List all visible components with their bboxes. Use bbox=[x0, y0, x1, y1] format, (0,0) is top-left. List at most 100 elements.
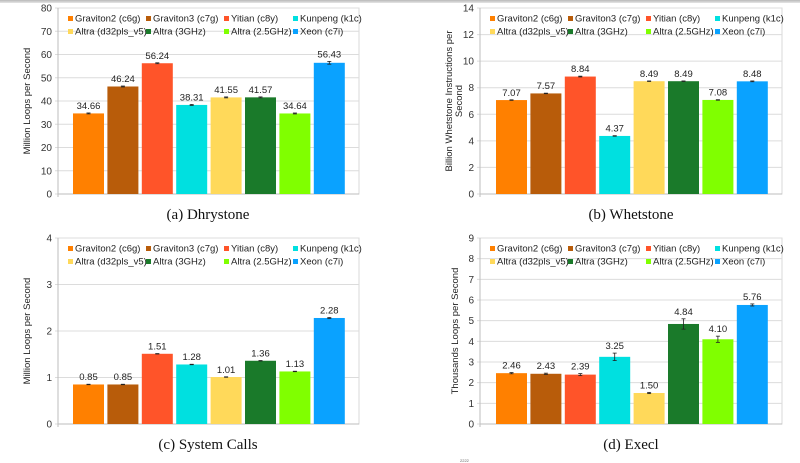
data-label: 0.85 bbox=[79, 372, 98, 383]
y-tick-label: 0 bbox=[46, 190, 52, 201]
legend-swatch bbox=[715, 259, 720, 264]
legend-swatch bbox=[146, 16, 151, 21]
y-tick-label: 1 bbox=[46, 373, 52, 384]
y-tick-label: 6 bbox=[468, 296, 474, 307]
legend-label: Graviton3 (c7g) bbox=[575, 14, 640, 25]
legend-label: Yitian (c8y) bbox=[653, 244, 700, 255]
bar bbox=[633, 81, 665, 194]
y-axis-label: Second bbox=[454, 85, 465, 117]
y-tick-label: 30 bbox=[41, 120, 53, 131]
bar bbox=[564, 76, 596, 194]
y-tick-label: 10 bbox=[41, 166, 53, 177]
bar bbox=[564, 374, 596, 424]
y-axis-label: Billion Whetstone Instructions per bbox=[444, 31, 455, 172]
bar bbox=[668, 81, 699, 194]
y-tick-label: 40 bbox=[41, 97, 53, 108]
data-label: 56.24 bbox=[145, 51, 169, 62]
legend-swatch bbox=[68, 16, 73, 21]
legend-label: Kunpeng (k1c) bbox=[300, 244, 362, 255]
bar bbox=[73, 113, 104, 194]
legend-swatch bbox=[224, 246, 229, 251]
legend-label: Xeon (c7i) bbox=[722, 27, 765, 38]
legend-swatch bbox=[646, 16, 651, 21]
legend-swatch bbox=[490, 259, 495, 264]
y-tick-label: 80 bbox=[41, 4, 53, 15]
y-tick-label: 6 bbox=[468, 110, 474, 121]
legend-swatch bbox=[568, 29, 573, 34]
bar bbox=[245, 97, 276, 194]
data-label: 7.57 bbox=[537, 81, 556, 92]
bar bbox=[313, 62, 345, 195]
data-label: 1.01 bbox=[217, 365, 236, 376]
legend-swatch bbox=[146, 259, 151, 264]
legend-swatch bbox=[568, 259, 573, 264]
legend-swatch bbox=[568, 16, 573, 21]
legend-label: Kunpeng (k1c) bbox=[300, 14, 362, 25]
data-label: 8.48 bbox=[743, 69, 762, 80]
data-label: 2.46 bbox=[502, 361, 521, 372]
legend-label: Graviton3 (c7g) bbox=[153, 14, 218, 25]
footnote: 2222 bbox=[460, 458, 469, 463]
y-tick-label: 0 bbox=[468, 420, 474, 431]
y-axis-label: Million Loops per Second bbox=[22, 48, 33, 155]
legend-label: Altra (d32pls_v5) bbox=[497, 27, 569, 38]
data-label: 1.28 bbox=[182, 352, 201, 363]
bar bbox=[141, 63, 173, 194]
bar bbox=[736, 81, 768, 194]
legend-label: Altra (3GHz) bbox=[575, 27, 628, 38]
data-label: 1.36 bbox=[251, 349, 270, 360]
legend-swatch bbox=[224, 259, 229, 264]
y-tick-label: 3 bbox=[46, 280, 52, 291]
legend-swatch bbox=[146, 246, 151, 251]
bar bbox=[599, 356, 631, 424]
bar bbox=[633, 393, 665, 424]
legend-swatch bbox=[715, 246, 720, 251]
legend-label: Altra (2.5GHz) bbox=[653, 257, 714, 268]
data-label: 3.25 bbox=[605, 341, 624, 352]
legend-label: Kunpeng (k1c) bbox=[722, 14, 784, 25]
caption-execl: (d) Execl bbox=[603, 437, 659, 453]
bar bbox=[210, 97, 242, 194]
data-label: 34.66 bbox=[77, 101, 101, 112]
top-border bbox=[0, 0, 800, 3]
data-label: 56.43 bbox=[317, 49, 341, 60]
legend-label: Altra (3GHz) bbox=[153, 257, 206, 268]
legend-swatch bbox=[646, 29, 651, 34]
y-tick-label: 4 bbox=[468, 337, 474, 348]
bar bbox=[176, 104, 208, 194]
y-axis-label: Million Loops per Second bbox=[22, 278, 33, 385]
y-tick-label: 14 bbox=[463, 4, 475, 15]
bar bbox=[210, 377, 242, 424]
data-label: 1.51 bbox=[148, 342, 167, 353]
caption-system-calls: (c) System Calls bbox=[158, 437, 258, 453]
legend-label: Yitian (c8y) bbox=[653, 14, 700, 25]
legend-label: Yitian (c8y) bbox=[231, 14, 278, 25]
legend-label: Graviton3 (c7g) bbox=[575, 244, 640, 255]
data-label: 8.49 bbox=[640, 69, 659, 80]
y-tick-label: 10 bbox=[463, 57, 475, 68]
legend-swatch bbox=[715, 29, 720, 34]
data-label: 4.84 bbox=[674, 307, 693, 318]
legend-swatch bbox=[490, 246, 495, 251]
data-label: 7.07 bbox=[502, 88, 521, 99]
legend-label: Altra (2.5GHz) bbox=[231, 27, 292, 38]
bar bbox=[313, 317, 345, 424]
bar bbox=[141, 353, 173, 424]
legend-swatch bbox=[293, 16, 298, 21]
legend-label: Altra (d32pls_v5) bbox=[75, 257, 147, 268]
y-tick-label: 1 bbox=[468, 399, 474, 410]
bar bbox=[702, 99, 734, 194]
bar bbox=[73, 384, 104, 424]
legend-swatch bbox=[293, 246, 298, 251]
data-label: 1.50 bbox=[640, 380, 659, 391]
data-label: 46.24 bbox=[111, 74, 135, 85]
legend-label: Altra (3GHz) bbox=[153, 27, 206, 38]
y-tick-label: 60 bbox=[41, 50, 53, 61]
legend-label: Xeon (c7i) bbox=[300, 27, 343, 38]
data-label: 38.31 bbox=[180, 92, 204, 103]
legend-swatch bbox=[293, 29, 298, 34]
bar bbox=[245, 360, 276, 424]
legend-swatch bbox=[68, 29, 73, 34]
legend-label: Graviton2 (c6g) bbox=[497, 244, 562, 255]
